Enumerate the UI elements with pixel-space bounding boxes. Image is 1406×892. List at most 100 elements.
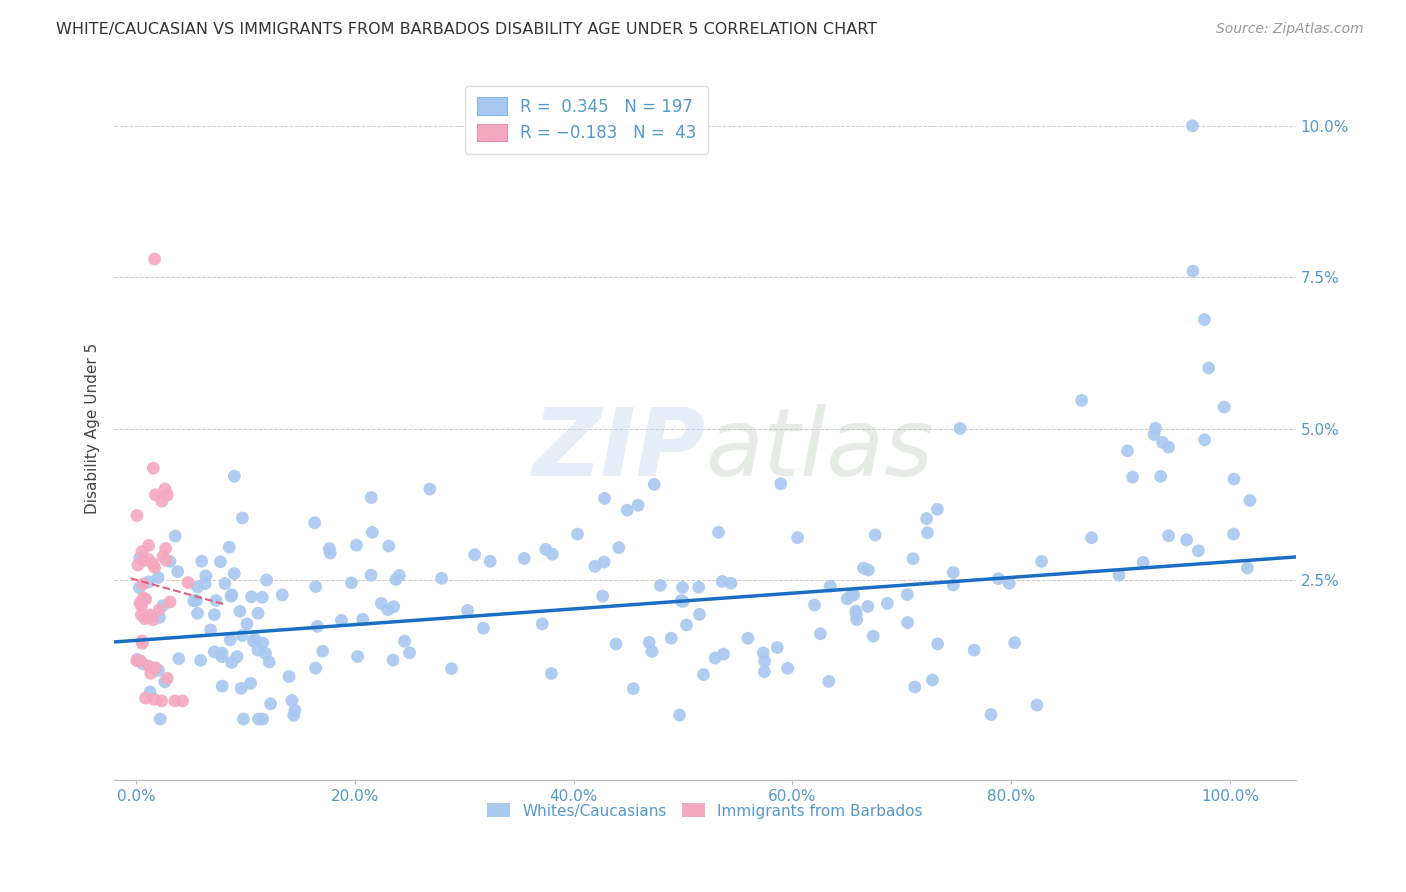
- Point: [398, 646, 420, 660]
- Point: [1239, 493, 1261, 508]
- Point: [1181, 264, 1204, 278]
- Point: [138, 610, 160, 624]
- Point: [949, 421, 972, 435]
- Point: [583, 559, 606, 574]
- Point: [541, 547, 564, 561]
- Point: [131, 544, 153, 558]
- Point: [904, 680, 927, 694]
- Point: [211, 679, 233, 693]
- Point: [711, 574, 734, 589]
- Point: [211, 646, 233, 660]
- Point: [915, 511, 938, 525]
- Point: [1187, 543, 1209, 558]
- Point: [616, 503, 638, 517]
- Point: [145, 488, 167, 502]
- Point: [229, 681, 252, 696]
- Point: [305, 580, 328, 594]
- Point: [150, 494, 173, 508]
- Point: [202, 607, 225, 622]
- Point: [621, 681, 644, 696]
- Point: [271, 588, 294, 602]
- Point: [675, 618, 697, 632]
- Point: [159, 554, 181, 568]
- Point: [839, 589, 862, 603]
- Point: [896, 588, 918, 602]
- Point: [638, 635, 661, 649]
- Point: [845, 604, 868, 618]
- Point: [803, 598, 825, 612]
- Point: [942, 566, 965, 580]
- Point: [858, 563, 880, 577]
- Point: [152, 599, 174, 613]
- Point: [1031, 554, 1053, 568]
- Point: [346, 649, 368, 664]
- Point: [318, 541, 340, 556]
- Point: [897, 615, 920, 630]
- Point: [852, 561, 875, 575]
- Point: [143, 692, 166, 706]
- Point: [388, 568, 411, 582]
- Point: [457, 603, 479, 617]
- Point: [224, 566, 246, 581]
- Point: [1198, 361, 1220, 376]
- Legend: Whites/Caucasians, Immigrants from Barbados: Whites/Caucasians, Immigrants from Barba…: [481, 797, 929, 824]
- Point: [165, 529, 187, 543]
- Point: [219, 632, 242, 647]
- Point: [464, 548, 486, 562]
- Point: [769, 476, 792, 491]
- Y-axis label: Disability Age Under 5: Disability Age Under 5: [86, 343, 100, 514]
- Point: [1181, 119, 1204, 133]
- Point: [127, 652, 149, 666]
- Point: [127, 558, 149, 572]
- Point: [593, 555, 616, 569]
- Point: [592, 589, 614, 603]
- Point: [360, 491, 382, 505]
- Point: [146, 570, 169, 584]
- Point: [1004, 635, 1026, 649]
- Point: [194, 569, 217, 583]
- Point: [704, 651, 727, 665]
- Point: [650, 578, 672, 592]
- Point: [1152, 435, 1174, 450]
- Point: [134, 612, 156, 626]
- Point: [132, 554, 155, 568]
- Point: [131, 634, 153, 648]
- Point: [232, 712, 254, 726]
- Point: [190, 653, 212, 667]
- Point: [138, 552, 160, 566]
- Point: [190, 554, 212, 568]
- Point: [150, 694, 173, 708]
- Point: [842, 588, 865, 602]
- Point: [720, 576, 742, 591]
- Point: [540, 666, 562, 681]
- Point: [754, 654, 776, 668]
- Point: [669, 593, 692, 607]
- Point: [1213, 400, 1236, 414]
- Point: [143, 560, 166, 574]
- Point: [472, 621, 495, 635]
- Point: [672, 594, 695, 608]
- Point: [330, 613, 353, 627]
- Point: [382, 653, 405, 667]
- Point: [766, 640, 789, 655]
- Point: [149, 712, 172, 726]
- Point: [143, 252, 166, 266]
- Point: [231, 511, 253, 525]
- Point: [145, 661, 167, 675]
- Point: [707, 525, 730, 540]
- Point: [531, 616, 554, 631]
- Point: [377, 603, 399, 617]
- Point: [200, 623, 222, 637]
- Point: [128, 550, 150, 565]
- Point: [754, 665, 776, 679]
- Point: [479, 554, 502, 568]
- Point: [998, 576, 1021, 591]
- Point: [129, 596, 152, 610]
- Point: [1132, 555, 1154, 569]
- Point: [319, 546, 342, 560]
- Point: [863, 528, 886, 542]
- Point: [1070, 393, 1092, 408]
- Point: [876, 597, 898, 611]
- Point: [155, 553, 177, 567]
- Point: [211, 649, 233, 664]
